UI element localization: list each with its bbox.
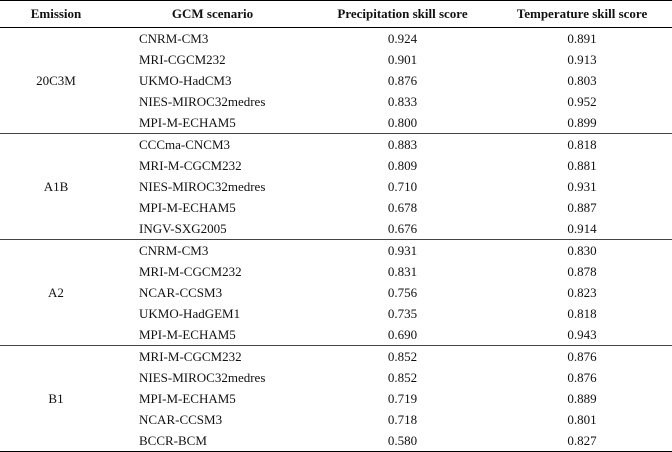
gcm-cell: MPI-M-ECHAM5 [139,391,236,406]
gcm-cell: NCAR-CCSM3 [139,285,223,300]
precip-cell: 0.833 [387,94,418,109]
gcm-cell: INGV-SXG2005 [112,218,313,240]
group-a2: A2 CNRM-CM3 0.931 0.830 MRI-M-CGCM232 0.… [0,239,672,346]
header-precipitation-skill-score: Precipitation skill score [313,0,492,28]
temp-cell: 0.823 [567,285,597,300]
table-row: MRI-CGCM232 0.901 0.913 [0,49,672,70]
table-row: UKMO-HadCM3 0.876 0.803 [0,70,672,91]
header-gcm-scenario: GCM scenario [112,0,313,28]
header-row: Emission GCM scenario Precipitation skil… [0,0,672,28]
group-b1: B1 MRI-M-CGCM232 0.852 0.876 NIES-MIROC3… [0,345,672,452]
table-row: NCAR-CCSM3 0.718 0.801 [0,409,672,430]
temp-cell: 0.887 [567,200,597,215]
gcm-cell: CNRM-CM3 [139,243,209,258]
temp-cell: 0.952 [567,94,597,109]
temp-cell: 0.899 [492,112,672,134]
gcm-cell: NIES-MIROC32medres [139,370,266,385]
precip-cell: 0.924 [387,31,418,46]
gcm-cell: MRI-M-CGCM232 [139,158,242,173]
precip-cell: 0.931 [387,243,418,258]
temp-cell: 0.803 [567,73,597,88]
table-row: A2 CNRM-CM3 0.931 0.830 [0,239,672,346]
group-20c3m: 20C3M CNRM-CM3 0.924 0.891 MRI-CGCM232 0… [0,27,672,134]
precip-cell: 0.831 [387,264,418,279]
temp-cell: 0.878 [567,264,597,279]
gcm-cell: CNRM-CM3 [139,31,209,46]
temp-cell: 0.891 [567,31,597,46]
table-header: Emission GCM scenario Precipitation skil… [0,0,672,28]
precip-cell: 0.800 [313,112,492,134]
temp-cell: 0.801 [567,412,597,427]
emission-label: A1B [0,133,112,240]
table-row: MPI-M-ECHAM5 0.719 0.889 [0,388,672,409]
group-a1b: A1B CCCma-CNCM3 0.883 0.818 MRI-M-CGCM23… [0,133,672,240]
gcm-cell: UKMO-HadGEM1 [139,306,241,321]
gcm-cell: MRI-CGCM232 [139,52,226,67]
header-temperature-skill-score: Temperature skill score [492,0,672,28]
table-row: MPI-M-ECHAM5 0.690 0.943 [0,324,672,346]
precip-cell: 0.676 [313,218,492,240]
table-row: UKMO-HadGEM1 0.735 0.818 [0,303,672,324]
gcm-cell: MPI-M-ECHAM5 [139,200,236,215]
table-row: MPI-M-ECHAM5 0.678 0.887 [0,197,672,218]
temp-cell: 0.914 [492,218,672,240]
gcm-cell: MPI-M-ECHAM5 [112,112,313,134]
gcm-cell: MRI-M-CGCM232 [139,264,242,279]
table-row: B1 MRI-M-CGCM232 0.852 0.876 [0,345,672,452]
table-row: MRI-M-CGCM232 0.809 0.881 [0,155,672,176]
temp-cell: 0.827 [492,430,672,452]
emission-label: 20C3M [0,27,112,134]
table-row: 20C3M CNRM-CM3 0.924 0.891 [0,27,672,134]
gcm-cell: BCCR-BCM [112,430,313,452]
precip-cell: 0.690 [313,324,492,346]
gcm-cell: MRI-M-CGCM232 [139,349,242,364]
gcm-cell: NIES-MIROC32medres [139,94,266,109]
precip-cell: 0.718 [387,412,418,427]
table-row: NIES-MIROC32medres 0.710 0.931 [0,176,672,197]
temp-cell: 0.913 [567,52,597,67]
table-row: A1B CCCma-CNCM3 0.883 0.818 [0,133,672,240]
header-emission: Emission [0,0,112,28]
emission-label: B1 [0,345,112,452]
precip-cell: 0.756 [387,285,418,300]
gcm-cell: CCCma-CNCM3 [139,137,231,152]
table-row: NIES-MIROC32medres 0.833 0.952 [0,91,672,112]
precip-cell: 0.710 [387,179,418,194]
gcm-cell: UKMO-HadCM3 [139,73,232,88]
table-row: MRI-M-CGCM232 0.831 0.878 [0,261,672,282]
temp-cell: 0.931 [567,179,597,194]
precip-cell: 0.678 [387,200,418,215]
precip-cell: 0.852 [387,370,418,385]
temp-cell: 0.830 [567,243,597,258]
precip-cell: 0.719 [387,391,418,406]
table-row: NIES-MIROC32medres 0.852 0.876 [0,367,672,388]
temp-cell: 0.943 [492,324,672,346]
precip-cell: 0.809 [387,158,418,173]
precip-cell: 0.876 [387,73,418,88]
table-row: NCAR-CCSM3 0.756 0.823 [0,282,672,303]
precip-cell: 0.901 [387,52,418,67]
emission-label: A2 [0,239,112,346]
temp-cell: 0.876 [567,370,597,385]
temp-cell: 0.818 [567,137,597,152]
temp-cell: 0.889 [567,391,597,406]
precip-cell: 0.580 [313,430,492,452]
gcm-cell: MPI-M-ECHAM5 [112,324,313,346]
precip-cell: 0.735 [387,306,418,321]
temp-cell: 0.818 [567,306,597,321]
table-row: INGV-SXG2005 0.676 0.914 [0,218,672,240]
table-row: MPI-M-ECHAM5 0.800 0.899 [0,112,672,134]
precip-cell: 0.883 [387,137,418,152]
temp-cell: 0.881 [567,158,597,173]
gcm-cell: NIES-MIROC32medres [139,179,266,194]
gcm-cell: NCAR-CCSM3 [139,412,223,427]
precip-cell: 0.852 [387,349,418,364]
temp-cell: 0.876 [567,349,597,364]
